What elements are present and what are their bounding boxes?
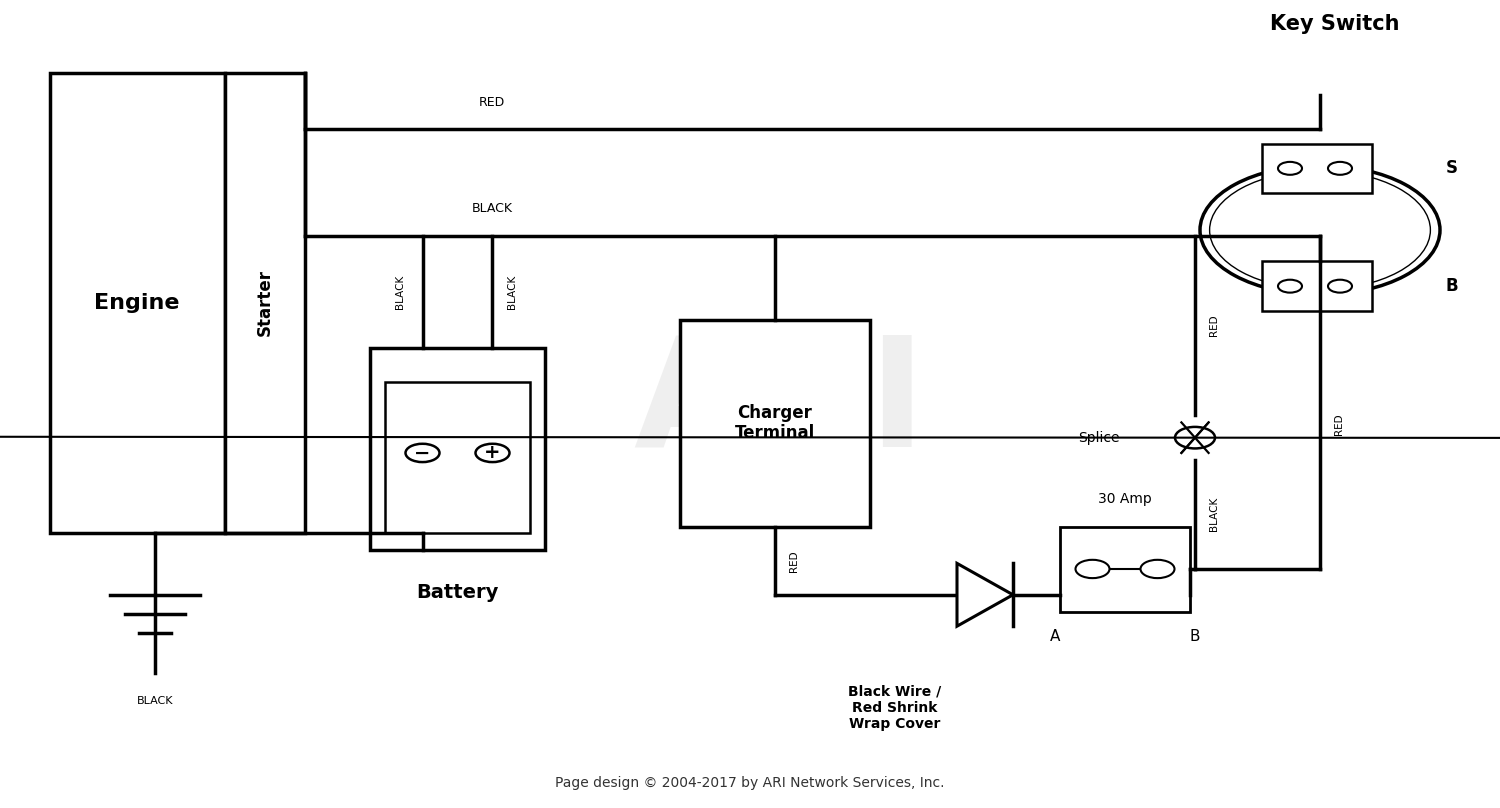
Text: +: + <box>484 444 501 462</box>
Circle shape <box>1278 162 1302 175</box>
Circle shape <box>1209 170 1431 289</box>
Text: RED: RED <box>1209 314 1219 336</box>
Circle shape <box>1278 280 1302 292</box>
Bar <box>1060 528 1190 612</box>
Bar <box>370 348 544 550</box>
Text: 30 Amp: 30 Amp <box>1098 492 1152 507</box>
Bar <box>1262 262 1372 311</box>
Text: Charger
Terminal: Charger Terminal <box>735 404 815 443</box>
Text: BLACK: BLACK <box>136 696 172 705</box>
Text: Starter: Starter <box>256 270 274 336</box>
Text: RED: RED <box>789 550 800 572</box>
Circle shape <box>405 444 439 462</box>
Bar <box>50 73 225 533</box>
Text: Key Switch: Key Switch <box>1270 14 1400 34</box>
Bar <box>386 381 530 533</box>
Text: RED: RED <box>1334 414 1344 435</box>
Text: −: − <box>414 444 430 462</box>
Text: B: B <box>1190 629 1200 644</box>
Circle shape <box>1328 280 1352 292</box>
Bar <box>1262 144 1372 193</box>
Circle shape <box>476 444 510 462</box>
Circle shape <box>1174 427 1215 448</box>
Text: BLACK: BLACK <box>471 203 513 216</box>
Text: RED: RED <box>478 96 506 109</box>
Circle shape <box>1200 166 1440 295</box>
Text: B: B <box>1446 277 1458 295</box>
Circle shape <box>1328 162 1352 175</box>
Text: BLACK: BLACK <box>507 275 516 309</box>
Text: BLACK: BLACK <box>1209 497 1219 531</box>
Text: Page design © 2004-2017 by ARI Network Services, Inc.: Page design © 2004-2017 by ARI Network S… <box>555 776 945 790</box>
Text: BLACK: BLACK <box>394 275 405 309</box>
Polygon shape <box>957 563 1012 626</box>
Circle shape <box>1140 560 1174 579</box>
Text: Splice: Splice <box>1078 431 1120 444</box>
Bar <box>225 73 304 533</box>
Bar <box>680 320 870 528</box>
Text: A: A <box>1050 629 1060 644</box>
Circle shape <box>1076 560 1110 579</box>
Text: Engine: Engine <box>94 293 180 313</box>
Text: Battery: Battery <box>416 583 498 602</box>
Text: Black Wire /
Red Shrink
Wrap Cover: Black Wire / Red Shrink Wrap Cover <box>849 684 942 731</box>
Text: S: S <box>1446 159 1458 177</box>
Text: ARI: ARI <box>633 330 927 478</box>
